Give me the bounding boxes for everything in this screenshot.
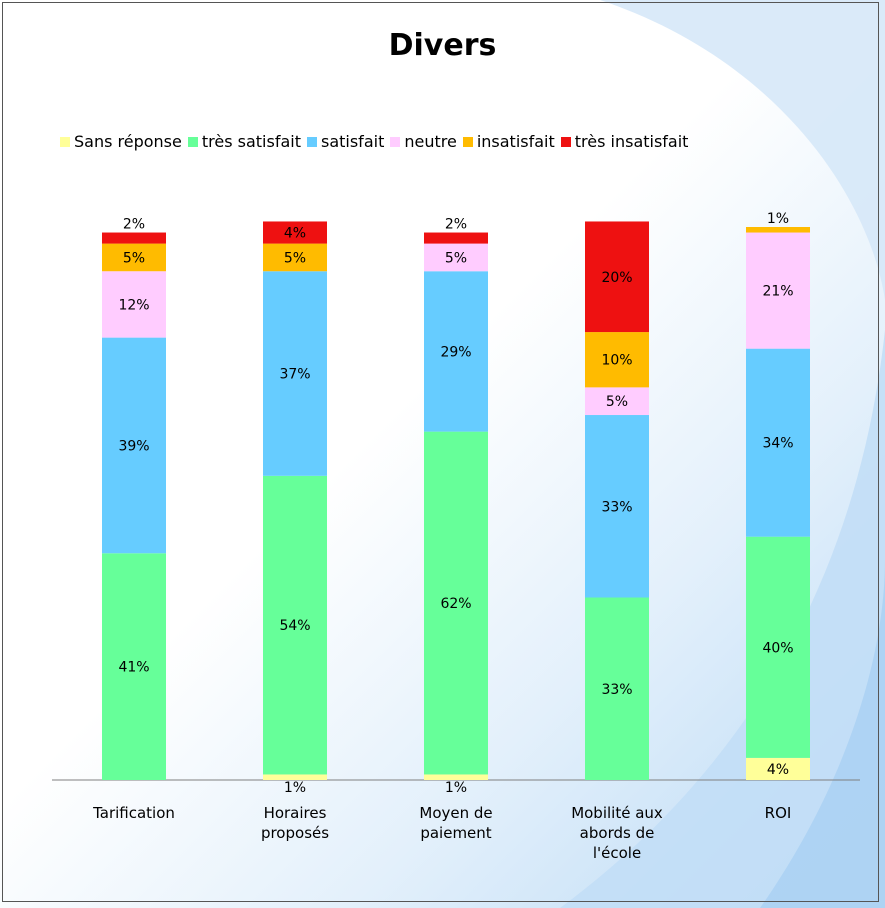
bar-segment-4-0 — [746, 757, 810, 780]
category-label-line-4-0: ROI — [765, 804, 792, 822]
bar-segment-0-4 — [102, 243, 166, 272]
category-label-line-3-1: abords de — [580, 824, 655, 842]
data-label-4-0: 4% — [767, 762, 789, 778]
category-label-line-2-0: Moyen de — [419, 804, 492, 822]
bar-segment-3-1 — [585, 597, 649, 780]
data-label-2-2: 29% — [440, 344, 471, 360]
legend-swatch-2 — [306, 136, 317, 147]
legend-item-4: insatisfait — [462, 132, 555, 151]
legend-item-0: Sans réponse — [60, 132, 182, 151]
data-label-3-1: 33% — [601, 682, 632, 698]
bar-segment-3-4 — [585, 332, 649, 388]
data-label-4-3: 21% — [762, 284, 793, 300]
data-label-1-4: 5% — [284, 250, 306, 266]
data-label-0-1: 41% — [118, 660, 149, 676]
category-label-line-3-0: Mobilité aux — [571, 804, 663, 822]
data-label-0-5: 2% — [123, 217, 145, 233]
legend-item-5: très insatisfait — [560, 132, 689, 151]
data-label-4-2: 34% — [762, 436, 793, 452]
bar-segment-4-2 — [746, 348, 810, 537]
data-label-2-5: 2% — [445, 217, 467, 233]
bar-segment-4-1 — [746, 536, 810, 758]
legend-label-4: insatisfait — [476, 132, 555, 151]
data-label-1-1: 54% — [279, 618, 310, 634]
data-label-3-4: 10% — [601, 353, 632, 369]
category-label-3: Mobilité aux abords de l'école — [571, 804, 663, 862]
bar-segment-2-3 — [424, 243, 488, 272]
legend: Sans réponse très satisfait satisfait neutr… — [60, 132, 694, 151]
legend-item-1: très satisfait — [187, 132, 301, 151]
bar-segment-0-2 — [102, 337, 166, 554]
bar-segment-2-0 — [424, 774, 488, 780]
legend-swatch-4 — [462, 136, 473, 147]
bar-segment-1-1 — [263, 475, 327, 775]
bar-segment-2-1 — [424, 431, 488, 775]
legend-swatch-1 — [187, 136, 198, 147]
legend-item-2: satisfait — [306, 132, 385, 151]
chart-title: Divers — [388, 28, 497, 63]
legend-swatch-5 — [560, 136, 571, 147]
legend-swatch-3 — [390, 136, 401, 147]
data-label-4-4: 1% — [767, 211, 789, 227]
legend-label-5: très insatisfait — [574, 132, 689, 151]
data-label-1-0: 1% — [284, 780, 306, 796]
data-label-3-3: 5% — [606, 394, 628, 410]
data-label-3-5: 20% — [601, 270, 632, 286]
data-label-1-2: 37% — [279, 367, 310, 383]
category-label-4: ROI — [765, 804, 792, 822]
bar-segment-0-1 — [102, 553, 166, 780]
bar-segment-1-0 — [263, 774, 327, 780]
bar-segment-3-3 — [585, 387, 649, 416]
data-label-0-2: 39% — [118, 438, 149, 454]
category-label-1: Horaires proposés — [261, 804, 329, 842]
category-label-2: Moyen de paiement — [419, 804, 492, 842]
bar-segment-2-5 — [424, 232, 488, 244]
legend-label-1: très satisfait — [201, 132, 301, 151]
data-label-2-0: 1% — [445, 780, 467, 796]
category-label-line-1-0: Horaires — [264, 804, 327, 822]
bar-segment-3-5 — [585, 221, 649, 333]
data-label-0-4: 5% — [123, 250, 145, 266]
category-label-line-1-1: proposés — [261, 824, 329, 842]
legend-label-2: satisfait — [320, 132, 385, 151]
data-label-4-1: 40% — [762, 640, 793, 656]
legend-item-3: neutre — [390, 132, 457, 151]
data-label-3-2: 33% — [601, 499, 632, 515]
bar-segment-4-4 — [746, 227, 810, 233]
bar-segment-3-2 — [585, 415, 649, 598]
category-label-line-0-0: Tarification — [92, 804, 175, 822]
bar-segment-2-2 — [424, 271, 488, 432]
bar-segment-1-2 — [263, 271, 327, 476]
data-label-0-3: 12% — [118, 297, 149, 313]
bar-segment-0-3 — [102, 271, 166, 338]
bar-segment-1-5 — [263, 221, 327, 244]
category-label-0: Tarification — [92, 804, 175, 822]
legend-label-0: Sans réponse — [74, 132, 182, 151]
data-label-2-1: 62% — [440, 596, 471, 612]
legend-label-3: neutre — [404, 132, 457, 151]
legend-swatch-0 — [60, 136, 70, 147]
category-label-line-3-2: l'école — [593, 844, 641, 862]
data-label-2-3: 5% — [445, 250, 467, 266]
bar-segment-0-5 — [102, 232, 166, 244]
bar-segment-1-4 — [263, 243, 327, 272]
category-label-line-2-1: paiement — [420, 824, 491, 842]
data-label-1-5: 4% — [284, 226, 306, 242]
bar-segment-4-3 — [746, 232, 810, 349]
